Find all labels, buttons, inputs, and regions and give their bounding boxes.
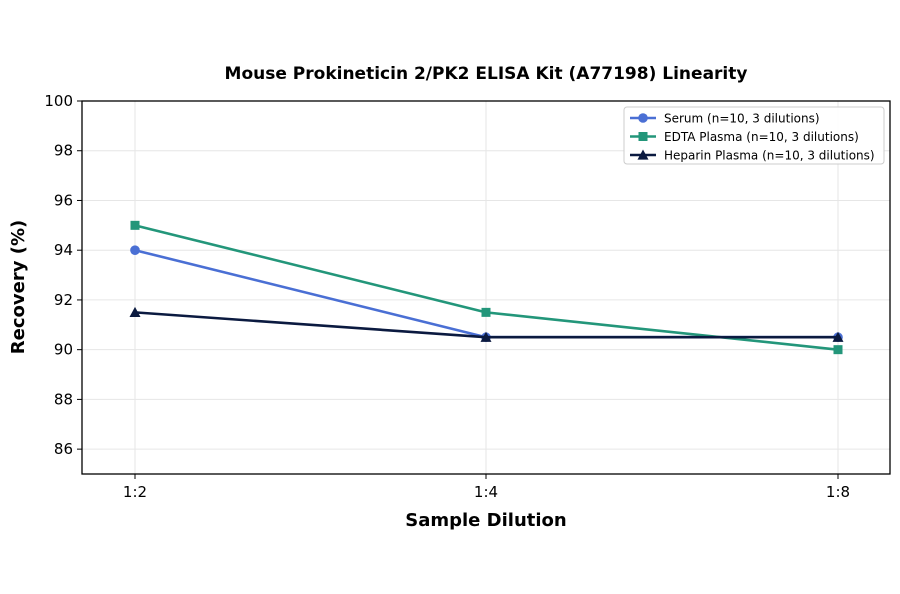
x-tick-label: 1:8 [826, 483, 850, 501]
y-tick-label: 98 [54, 142, 73, 160]
x-axis: 1:2 1:4 1:8 [123, 474, 850, 501]
y-axis-label: Recovery (%) [8, 220, 29, 354]
legend-box [623, 106, 885, 165]
y-tick-label: 86 [54, 440, 73, 458]
series-layer [129, 220, 844, 355]
data-point [833, 345, 843, 355]
legend-entry: EDTA Plasma (n=10, 3 dilutions) [630, 130, 859, 144]
series-triangle [129, 306, 844, 342]
data-point [129, 306, 141, 318]
legend-swatch-marker [638, 132, 648, 141]
legend-entry: Serum (n=10, 3 dilutions) [630, 112, 820, 126]
y-tick-label: 92 [54, 291, 73, 309]
legend-label: Heparin Plasma (n=10, 3 dilutions) [664, 149, 875, 163]
data-point [130, 245, 140, 255]
y-axis: 86 88 90 92 94 96 98 100 [44, 92, 82, 458]
data-point [130, 220, 140, 230]
legend-swatch-marker [638, 113, 648, 123]
x-tick-label: 1:2 [123, 483, 147, 501]
y-tick-label: 100 [44, 92, 73, 110]
data-point [481, 307, 491, 317]
legend-label: Serum (n=10, 3 dilutions) [664, 112, 820, 126]
data-point [832, 331, 844, 342]
data-point [480, 331, 492, 342]
y-tick-label: 90 [54, 341, 73, 359]
legend: Serum (n=10, 3 dilutions) EDTA Plasma (n=… [623, 106, 885, 165]
legend-label: EDTA Plasma (n=10, 3 dilutions) [664, 130, 859, 144]
chart-title: Mouse Prokineticin 2/PK2 ELISA Kit (A771… [225, 64, 748, 84]
y-tick-label: 96 [54, 191, 73, 209]
legend-entry: Heparin Plasma (n=10, 3 dilutions) [630, 149, 875, 163]
x-tick-label: 1:4 [474, 483, 498, 501]
y-tick-label: 94 [54, 241, 73, 259]
x-axis-label: Sample Dilution [405, 510, 566, 531]
y-tick-label: 88 [54, 390, 73, 408]
legend-swatch-marker [637, 149, 649, 160]
